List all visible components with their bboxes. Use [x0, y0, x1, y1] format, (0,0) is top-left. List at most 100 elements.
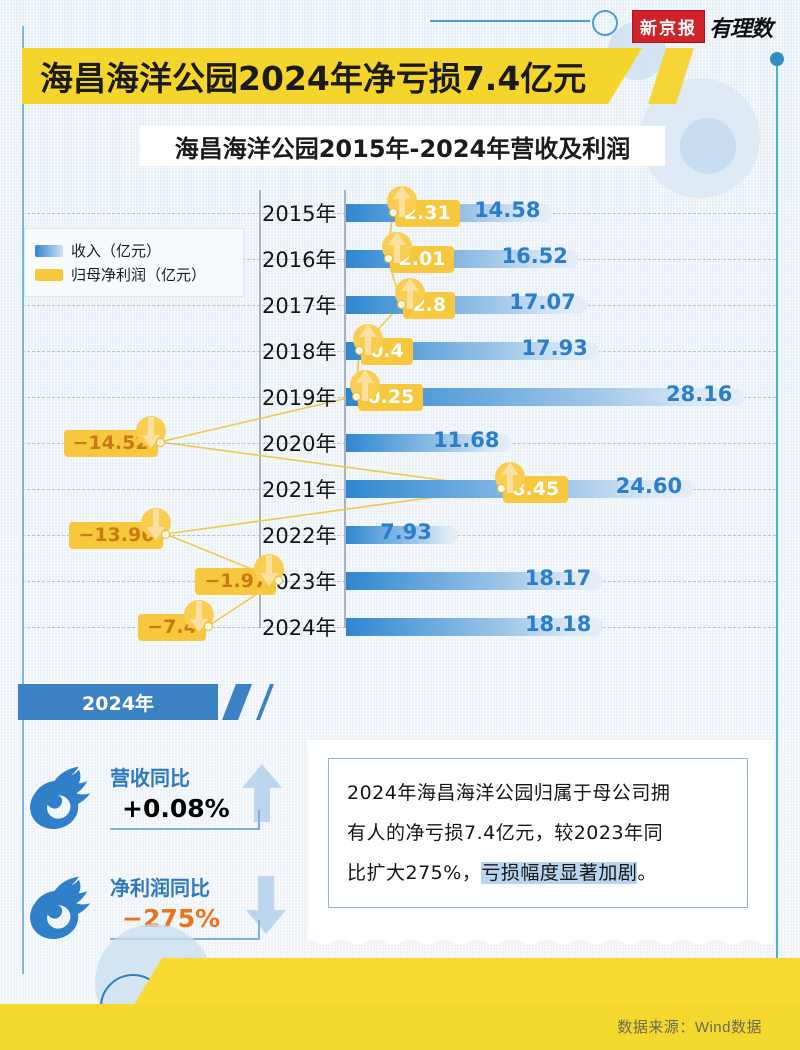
decor-ring-top: [592, 10, 618, 36]
section-banner-slash-2: [256, 684, 274, 720]
note-line-3: 比扩大275%，亏损幅度显著加剧。: [347, 853, 729, 893]
chart-year-label: 2018年: [262, 340, 337, 364]
chart-bar-revenue: [346, 526, 459, 544]
legend-item-revenue: 收入（亿元）: [35, 240, 233, 261]
chart-year-label: 2015年: [262, 202, 337, 226]
section-banner-slash-1: [222, 684, 252, 720]
profit-anchor-dot: [274, 576, 284, 585]
chart-value-revenue: 28.16: [665, 382, 733, 406]
profit-arrow-down-icon: [189, 601, 208, 632]
profit-marker: −14.52: [63, 416, 166, 458]
profit-arrow-down-icon: [147, 509, 166, 540]
profit-arrow-up-icon: [387, 232, 406, 263]
decor-dot-top-right: [770, 52, 784, 66]
stat-value-revenue: +0.08%: [122, 794, 230, 823]
note-card-scallop-edge: [308, 930, 774, 956]
profit-marker: 0.4: [353, 324, 413, 366]
profit-anchor-dot: [497, 484, 507, 493]
brand-logo: 新京报 有理数: [631, 10, 773, 43]
stat-label-profit: 净利润同比: [110, 876, 210, 900]
legend-label-revenue: 收入（亿元）: [71, 242, 162, 260]
profit-marker: 2.01: [381, 232, 455, 274]
profit-arrow-up-icon: [359, 324, 378, 355]
stat-rule-revenue: [110, 810, 260, 830]
chart-year-label: 2016年: [262, 248, 337, 272]
chart-year-label: 2020年: [262, 432, 337, 456]
chart-row: 2021年 24.60: [0, 466, 800, 512]
chart-bar-revenue: [346, 434, 512, 452]
chart-subtitle-banner: 海昌海洋公园2015年-2024年营收及利润: [140, 126, 665, 166]
chart-value-revenue: 17.07: [509, 290, 576, 314]
chart-row: 2023年 18.17: [0, 558, 800, 604]
page-title: 海昌海洋公园2024年净亏损7.4亿元: [40, 59, 587, 98]
profit-anchor-dot: [352, 392, 362, 401]
profit-anchor-dot: [383, 254, 393, 263]
profit-arrow-up-icon: [401, 278, 420, 309]
chart-row: 2024年 18.18: [0, 604, 800, 650]
chart-bar-revenue: [346, 388, 744, 406]
profit-anchor-dot: [161, 530, 171, 539]
footer-band: [0, 1004, 800, 1050]
section-year-banner: 2024年: [18, 684, 218, 720]
brand-column-name: 有理数: [708, 15, 773, 42]
profit-arrow-down-icon: [141, 417, 160, 448]
frame-right-line: [776, 60, 778, 990]
chart-value-revenue: 24.60: [615, 474, 683, 498]
dolphin-icon: [30, 876, 91, 939]
arrow-up-icon: [242, 764, 282, 822]
legend-swatch-profit: [35, 268, 63, 281]
chart-bar-revenue: [346, 572, 603, 590]
chart-value-revenue: 14.58: [474, 198, 541, 222]
chart-value-revenue: 7.93: [380, 520, 432, 544]
note-line-1: 2024年海昌海洋公园归属于母公司拥: [347, 782, 671, 804]
legend-swatch-revenue: [35, 244, 63, 257]
chart-year-label: 2019年: [262, 386, 337, 410]
profit-marker: 0.25: [350, 370, 424, 412]
brand-name-box: 新京报: [631, 10, 705, 43]
profit-arrow-up-icon: [356, 370, 375, 401]
profit-value-badge: 8.45: [503, 475, 569, 503]
chart-value-revenue: 17.93: [521, 336, 588, 360]
profit-value-badge: 2.01: [389, 245, 455, 273]
section-year-label: 2024年: [82, 692, 154, 715]
chart-row: 2022年 7.93: [0, 512, 800, 558]
chart-year-label: 2017年: [262, 294, 337, 318]
legend-label-profit: 归母净利润（亿元）: [71, 266, 207, 284]
main-title-banner: 海昌海洋公园2024年净亏损7.4亿元: [22, 48, 642, 104]
chart-year-label: 2022年: [262, 524, 337, 548]
frame-left-line: [22, 26, 24, 974]
profit-anchor-dot: [388, 208, 398, 217]
chart-year-label: 2024年: [262, 616, 337, 640]
note-line-3c: 。: [637, 862, 657, 884]
footer-source: 数据来源：Wind数据: [617, 1019, 762, 1036]
profit-marker: −1.97: [195, 554, 285, 596]
profit-anchor-dot: [355, 346, 365, 355]
chart-year-label: 2021年: [262, 478, 337, 502]
profit-marker: 2.31: [386, 186, 460, 228]
profit-anchor-dot: [204, 622, 214, 631]
chart-row: 2020年 11.68: [0, 420, 800, 466]
profit-marker: 2.8: [395, 278, 456, 320]
profit-anchor-dot: [397, 300, 407, 309]
note-line-2: 有人的净亏损7.4亿元，较2023年同: [347, 822, 664, 844]
stat-label-revenue: 营收同比: [110, 766, 190, 790]
note-highlight: 亏损幅度显著加剧: [481, 862, 638, 884]
note-card: [308, 740, 774, 940]
profit-arrow-up-icon: [392, 186, 411, 217]
profit-arrow-down-icon: [260, 555, 279, 586]
chart-value-revenue: 16.52: [501, 244, 568, 268]
chart-bar-revenue: [346, 618, 603, 636]
chart-legend: 收入（亿元） 归母净利润（亿元）: [24, 228, 244, 297]
arrow-down-icon: [246, 876, 286, 934]
chart-value-revenue: 18.17: [524, 566, 592, 590]
chart-subtitle: 海昌海洋公园2015年-2024年营收及利润: [174, 134, 631, 163]
legend-item-profit: 归母净利润（亿元）: [35, 264, 233, 285]
profit-anchor-dot: [155, 438, 165, 447]
profit-arrow-up-icon: [501, 462, 520, 493]
chart-value-revenue: 18.18: [524, 612, 592, 636]
profit-marker: 8.45: [495, 462, 569, 504]
stat-revenue-yoy: 营收同比 +0.08%: [18, 756, 282, 842]
profit-marker: −13.96: [69, 508, 172, 550]
profit-marker: −7.4: [138, 600, 214, 642]
